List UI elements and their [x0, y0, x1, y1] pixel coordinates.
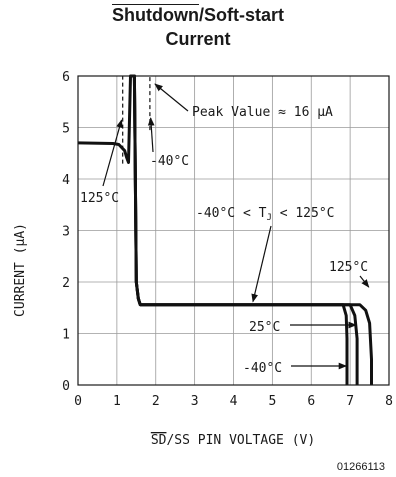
x-tick-label: 6 — [307, 394, 315, 409]
y-tick-labels: 0 1 2 3 4 5 6 — [62, 70, 70, 394]
annotation-tj-range: -40°C < TJ < 125°C — [196, 206, 335, 223]
y-tick-label: 6 — [62, 70, 70, 85]
arrow-peak-value — [154, 83, 189, 112]
x-tick-label: 3 — [191, 394, 199, 409]
x-tick-label: 7 — [346, 394, 354, 409]
y-tick-label: 5 — [62, 122, 70, 137]
chart-title-line1: Shutdown/Soft-start — [112, 5, 284, 25]
annotation-minus40-curve: -40°C — [243, 361, 282, 376]
x-tick-label: 8 — [385, 394, 393, 409]
x-tick-labels: 0 1 2 3 4 5 6 7 8 — [74, 394, 393, 409]
annotation-125-peak: 125°C — [80, 191, 119, 206]
x-tick-label: 1 — [113, 394, 121, 409]
y-tick-label: 4 — [62, 173, 70, 188]
series-group — [77, 74, 373, 385]
annotation-125-curve: 125°C — [329, 260, 368, 275]
y-tick-label: 3 — [62, 225, 70, 240]
x-tick-label: 5 — [268, 394, 276, 409]
x-tick-label: 0 — [74, 394, 82, 409]
series-line--40-c — [130, 74, 349, 385]
grid — [78, 76, 389, 385]
annotation-peak-value: Peak Value ≈ 16 μA — [192, 105, 333, 120]
arrow-tj-range — [251, 225, 272, 303]
annotation-arrows — [102, 83, 370, 370]
arrow-minus40-peak — [147, 117, 155, 153]
x-tick-label: 4 — [230, 394, 238, 409]
y-axis-label: CURRENT (μA) — [13, 223, 28, 317]
figure-code: 01266113 — [337, 461, 385, 473]
x-tick-label: 2 — [152, 394, 160, 409]
y-tick-label: 2 — [62, 276, 70, 291]
annotation-minus40-peak: -40°C — [150, 154, 189, 169]
arrow-125-peak — [102, 119, 123, 187]
y-tick-label: 1 — [62, 328, 70, 343]
plot-frame — [77, 75, 390, 386]
arrow-125-curve — [359, 275, 370, 288]
y-tick-label: 0 — [62, 379, 70, 394]
annotation-25-curve: 25°C — [249, 320, 280, 335]
chart-title-line2: Current — [165, 29, 231, 49]
x-axis-label: SD/SS PIN VOLTAGE (V) — [151, 433, 315, 448]
